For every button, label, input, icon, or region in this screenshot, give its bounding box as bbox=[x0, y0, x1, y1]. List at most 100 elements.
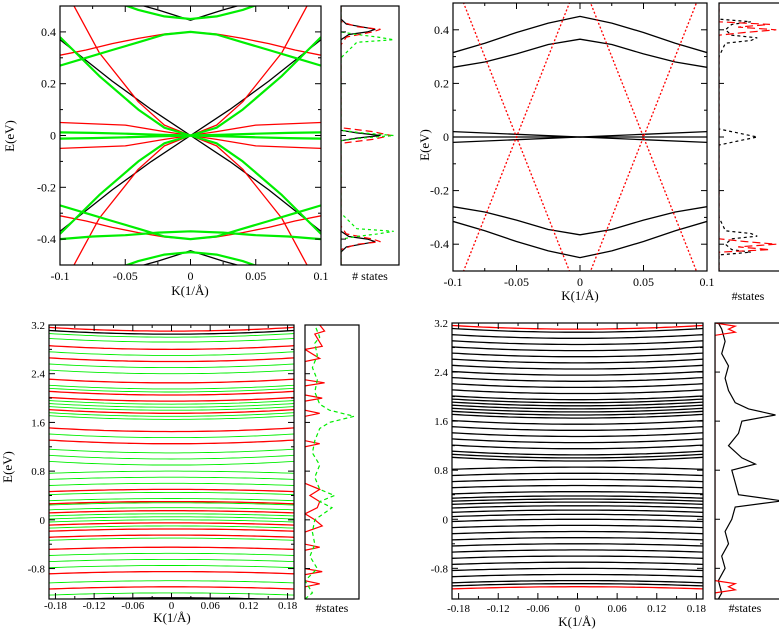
band-line bbox=[49, 522, 294, 526]
band-line bbox=[452, 398, 703, 404]
panel-top-right-ytick-label: 0.2 bbox=[434, 76, 449, 90]
band-line bbox=[49, 586, 294, 590]
panel-bottom-left-frame bbox=[48, 324, 295, 600]
band-line bbox=[452, 438, 703, 444]
band-line bbox=[452, 466, 703, 470]
panel-top-left-ytick-label: -0.2 bbox=[37, 180, 56, 194]
dos-curve bbox=[719, 3, 777, 271]
band-line bbox=[49, 546, 294, 551]
band-line bbox=[453, 38, 707, 68]
panel-top-left-frame bbox=[59, 5, 322, 266]
band-line bbox=[49, 363, 294, 369]
dos-curve bbox=[719, 3, 758, 271]
band-line bbox=[452, 358, 703, 364]
panel-top-left-dos-curves bbox=[341, 6, 394, 265]
panel-top-left-ytick-label: -0.4 bbox=[37, 232, 56, 246]
dos-curve bbox=[717, 323, 779, 599]
band-line bbox=[453, 220, 707, 259]
band-line bbox=[49, 502, 294, 506]
panel-bottom-left-xtick-label: 0 bbox=[169, 600, 175, 612]
panel-bottom-right-bands bbox=[452, 324, 703, 590]
band-line bbox=[49, 537, 294, 541]
panel-bottom-left-ytick-label: -0.8 bbox=[28, 564, 46, 576]
band-line bbox=[49, 454, 294, 460]
band-line bbox=[452, 495, 703, 499]
band-line bbox=[452, 410, 703, 416]
band-line bbox=[49, 384, 294, 390]
panel-bottom-left-ytick-label: 3.2 bbox=[31, 320, 45, 332]
band-line bbox=[49, 387, 294, 393]
panel-top-right-ytick-label: -0.4 bbox=[430, 237, 449, 251]
band-line bbox=[452, 444, 703, 450]
band-line bbox=[452, 327, 703, 333]
panel-top-right-xtick-label: -0.05 bbox=[504, 275, 529, 289]
panel-top-right-ytick-label: -0.2 bbox=[430, 184, 449, 198]
band-line bbox=[452, 518, 703, 523]
panel-top-right-y-axis-label: E(eV) bbox=[417, 129, 432, 161]
band-line bbox=[49, 482, 294, 486]
band-line bbox=[452, 472, 703, 477]
panel-bottom-right-ytick-label: 0.8 bbox=[434, 465, 448, 477]
panel-bottom-left-xtick-label: 0.12 bbox=[239, 600, 258, 612]
dos-curve bbox=[341, 6, 394, 265]
band-line bbox=[49, 507, 294, 511]
band-line bbox=[49, 400, 294, 405]
band-line bbox=[452, 401, 703, 407]
band-line bbox=[49, 357, 294, 363]
panel-bottom-right-ytick-label: 2.4 bbox=[434, 367, 448, 379]
band-line bbox=[49, 552, 294, 556]
panel-top-right-bands bbox=[453, 3, 707, 271]
band-line bbox=[49, 369, 294, 375]
panel-bottom-right-frame bbox=[451, 322, 704, 600]
band-line bbox=[49, 390, 294, 396]
dos-curve bbox=[715, 323, 738, 599]
band-line bbox=[49, 510, 294, 514]
panel-bottom-right-xtick-label: -0.06 bbox=[526, 603, 549, 615]
band-line bbox=[452, 346, 703, 352]
panel-bottom-right-dos-label: #states bbox=[729, 601, 762, 615]
band-line bbox=[452, 395, 703, 401]
band-line bbox=[452, 505, 703, 509]
band-line bbox=[452, 419, 703, 425]
panel-top-right-xtick-label: 0.05 bbox=[633, 275, 654, 289]
band-line bbox=[49, 460, 294, 466]
panel-top-right-xtick-label: -0.1 bbox=[444, 275, 463, 289]
band-line bbox=[453, 206, 707, 236]
band-line bbox=[49, 427, 294, 433]
band-line bbox=[49, 326, 294, 332]
band-line bbox=[452, 573, 703, 578]
panel-bottom-right-ytick-label: 3.2 bbox=[434, 318, 448, 330]
band-line bbox=[452, 453, 703, 459]
band-line bbox=[452, 537, 703, 541]
band-line bbox=[452, 432, 703, 438]
band-line bbox=[452, 491, 703, 495]
band-line bbox=[462, 3, 698, 271]
panel-top-right: -0.1 -0.05 0 0.05 0.1 -0.4 -0.2 0 0.2 0.… bbox=[417, 2, 779, 303]
panel-bottom-left-dos-frame bbox=[304, 324, 360, 600]
band-line bbox=[49, 412, 294, 417]
panel-bottom-left-xtick-label: 0.18 bbox=[278, 600, 298, 612]
panel-top-left-xtick-label: 0.1 bbox=[314, 269, 329, 283]
band-line bbox=[49, 558, 294, 563]
band-line bbox=[452, 364, 703, 370]
band-line bbox=[452, 498, 703, 502]
panel-top-right-xtick-label: 0.1 bbox=[700, 275, 715, 289]
band-line bbox=[452, 583, 703, 587]
panel-top-left-dos-frame bbox=[340, 5, 400, 266]
panel-bottom-left-xtick-label: -0.18 bbox=[44, 600, 67, 612]
panel-top-left-xtick-label: 0.05 bbox=[245, 269, 266, 283]
panel-bottom-right-xtick-label: -0.18 bbox=[447, 603, 470, 615]
panel-bottom-left-ytick-label: 1.6 bbox=[31, 417, 45, 429]
band-line bbox=[49, 403, 294, 408]
band-line bbox=[60, 204, 321, 241]
band-line bbox=[452, 376, 703, 382]
band-line bbox=[452, 561, 703, 566]
band-line bbox=[49, 476, 294, 480]
panel-top-left-xtick-label: -0.05 bbox=[113, 269, 138, 283]
band-line bbox=[73, 134, 308, 265]
panel-bottom-right-xtick-label: -0.12 bbox=[487, 603, 510, 615]
band-line bbox=[452, 484, 703, 489]
panel-top-left-dos-label: # states bbox=[352, 269, 388, 283]
band-line bbox=[49, 565, 294, 569]
